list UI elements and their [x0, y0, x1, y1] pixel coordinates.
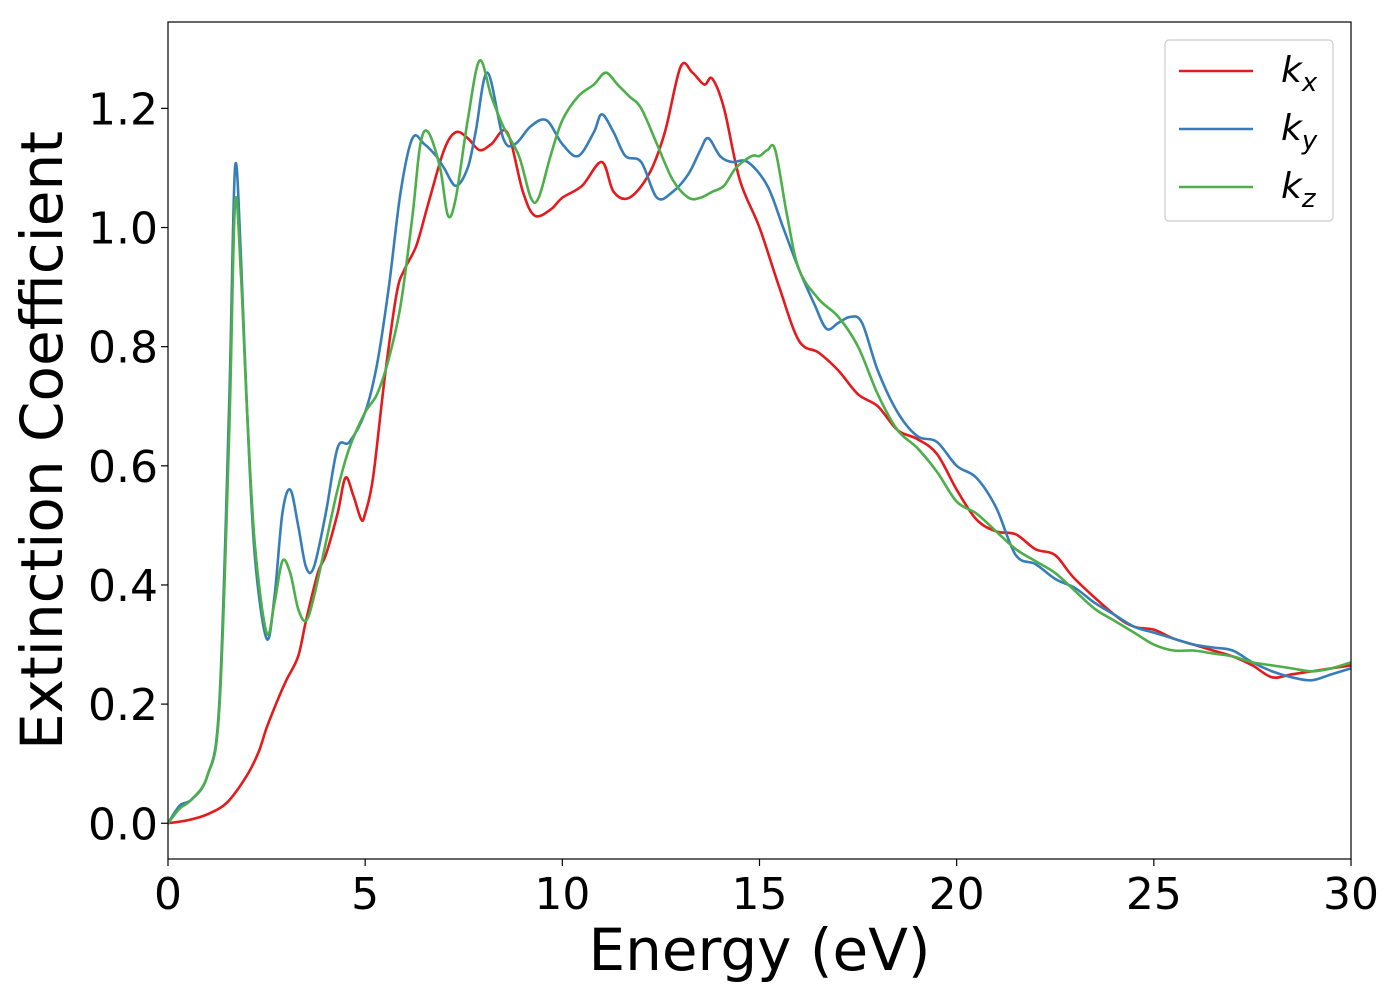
y-axis-label: Extinction Coefficient [8, 131, 76, 750]
y-axis-ticks: 0.0 0.2 0.4 0.6 0.8 1.0 1.2 [88, 84, 168, 850]
legend-label-base: k [1281, 108, 1304, 149]
plot-area [168, 22, 1351, 859]
legend-box [1164, 39, 1334, 222]
legend-label-subscript: x [1301, 68, 1318, 98]
y-tick-label: 0.0 [88, 799, 158, 850]
x-axis-ticks: 0 5 10 15 20 25 30 [154, 859, 1379, 920]
x-tick-label: 5 [351, 869, 379, 920]
y-tick-label: 1.2 [88, 84, 158, 135]
series-line-x [168, 61, 1351, 825]
x-tick-label: 20 [929, 869, 985, 920]
series-layer [168, 59, 1351, 825]
legend-label-x: kx [1281, 50, 1318, 98]
legend-label-z: kz [1281, 166, 1317, 214]
legend-label-base: k [1281, 166, 1304, 207]
legend-label-subscript: z [1301, 184, 1317, 214]
x-tick-label: 25 [1126, 869, 1182, 920]
y-tick-label: 0.8 [88, 323, 158, 374]
y-tick-label: 1.0 [88, 204, 158, 255]
y-tick-label: 0.2 [88, 680, 158, 731]
series-line-z [168, 59, 1351, 825]
x-tick-label: 10 [534, 869, 590, 920]
y-tick-label: 0.6 [88, 442, 158, 493]
legend-label-y: ky [1281, 108, 1318, 156]
y-tick-label: 0.4 [88, 561, 158, 612]
legend-label-subscript: y [1301, 126, 1318, 156]
x-tick-label: 30 [1323, 869, 1379, 920]
x-tick-label: 15 [732, 869, 788, 920]
legend-label-base: k [1281, 50, 1304, 91]
x-tick-label: 0 [154, 869, 182, 920]
x-axis-label: Energy (eV) [588, 916, 930, 984]
